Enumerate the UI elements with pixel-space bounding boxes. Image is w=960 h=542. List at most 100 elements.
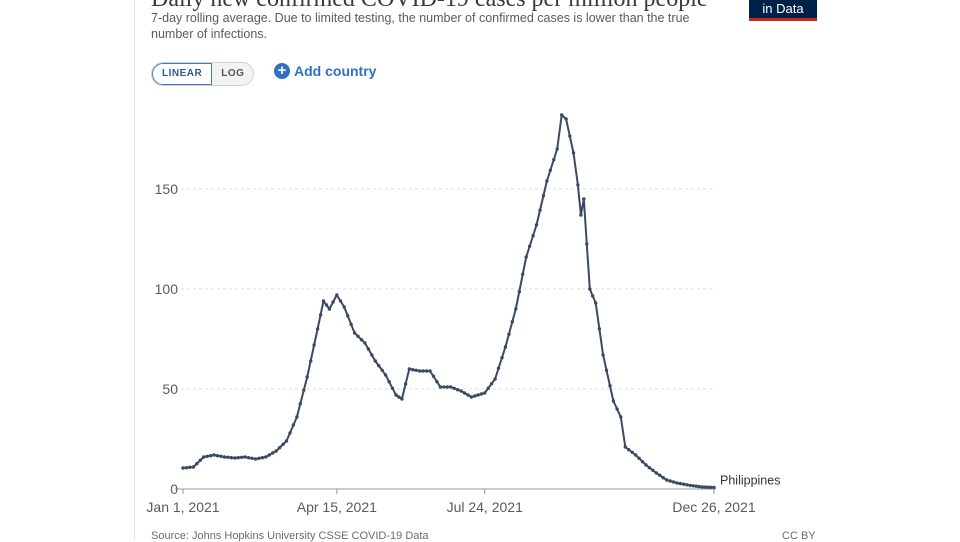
series-layer: Philippines (181, 113, 780, 490)
data-point (601, 353, 605, 357)
data-point (309, 359, 313, 363)
data-point (445, 385, 449, 389)
add-country-button[interactable]: + Add country (274, 63, 376, 79)
chart-title: Daily new confirmed COVID-19 cases per m… (151, 0, 731, 13)
data-point (181, 466, 185, 470)
data-point (571, 151, 576, 155)
linear-scale-button[interactable]: LINEAR (152, 63, 213, 85)
data-point (342, 305, 346, 309)
data-point (184, 466, 189, 470)
data-point (459, 389, 463, 393)
data-point (483, 391, 487, 395)
owid-logo[interactable]: in Data (749, 0, 817, 21)
data-point (352, 331, 357, 335)
data-point (246, 456, 251, 460)
data-point (324, 303, 329, 307)
data-point (295, 415, 299, 419)
data-point (400, 397, 404, 401)
data-point (195, 462, 199, 466)
data-point (688, 483, 692, 488)
data-point (594, 301, 598, 305)
frame-left-border (134, 0, 135, 540)
data-point (277, 446, 282, 450)
data-point (496, 366, 501, 370)
data-point (585, 242, 589, 246)
y-tick-label: 150 (155, 181, 179, 197)
data-point (455, 388, 460, 392)
data-point (424, 369, 429, 373)
data-point (466, 393, 470, 397)
data-point (318, 313, 323, 317)
data-point (327, 307, 332, 311)
data-point (489, 382, 494, 386)
data-point (640, 460, 645, 464)
data-point (226, 455, 230, 459)
data-point (442, 385, 446, 389)
log-scale-button[interactable]: LOG (212, 63, 254, 85)
x-tick-label: Jul 24, 2021 (447, 499, 523, 515)
plus-circle-icon: + (274, 63, 290, 79)
data-point (363, 341, 367, 345)
data-point (240, 455, 244, 459)
data-point (654, 471, 658, 475)
data-point (503, 345, 508, 349)
data-point (243, 455, 247, 459)
data-point (253, 457, 258, 461)
data-point (668, 479, 672, 483)
data-point (588, 287, 592, 291)
data-point (541, 194, 546, 198)
data-point (500, 356, 504, 360)
data-point (623, 445, 627, 449)
data-point (356, 334, 360, 338)
data-point (233, 456, 237, 460)
data-point (267, 453, 271, 457)
data-point (390, 386, 395, 390)
data-point (493, 377, 497, 381)
data-point (462, 391, 467, 395)
data-point (637, 456, 641, 460)
data-point (473, 394, 477, 398)
data-point (615, 407, 619, 411)
data-point (315, 327, 320, 331)
data-point (534, 223, 539, 227)
data-point (552, 158, 556, 162)
data-point (611, 399, 616, 403)
data-point (377, 364, 381, 368)
data-point (305, 375, 309, 379)
source-note[interactable]: Source: Johns Hopkins University CSSE CO… (151, 530, 429, 542)
axis-layer: 0 50 100 150 Jan 1, 2021 Apr 15, 2021 Jul 24, … (146, 181, 755, 515)
data-point (212, 453, 216, 457)
y-tick-label: 50 (162, 381, 178, 397)
data-point (538, 208, 542, 212)
data-point (469, 395, 474, 399)
data-point (675, 481, 679, 485)
data-point (380, 368, 384, 372)
data-point (678, 481, 683, 486)
data-point (403, 382, 408, 386)
data-point (219, 454, 223, 458)
data-point (271, 451, 275, 455)
data-point (394, 393, 398, 397)
data-point (250, 456, 254, 460)
data-point (274, 449, 278, 453)
data-point (215, 454, 220, 458)
data-point (191, 465, 196, 469)
license-link[interactable]: CC BY (782, 530, 816, 542)
data-point (560, 113, 564, 117)
data-point (421, 369, 425, 373)
data-point (644, 463, 648, 467)
data-point (568, 134, 572, 138)
data-point (555, 147, 559, 151)
data-point (671, 480, 676, 484)
data-point (633, 453, 638, 457)
data-point (576, 183, 580, 187)
data-point (205, 454, 209, 458)
data-point (591, 294, 595, 298)
data-point (370, 353, 374, 357)
data-point (288, 431, 292, 435)
data-point (312, 343, 316, 347)
data-point (706, 485, 710, 489)
data-point (597, 327, 602, 331)
data-point (383, 373, 388, 377)
